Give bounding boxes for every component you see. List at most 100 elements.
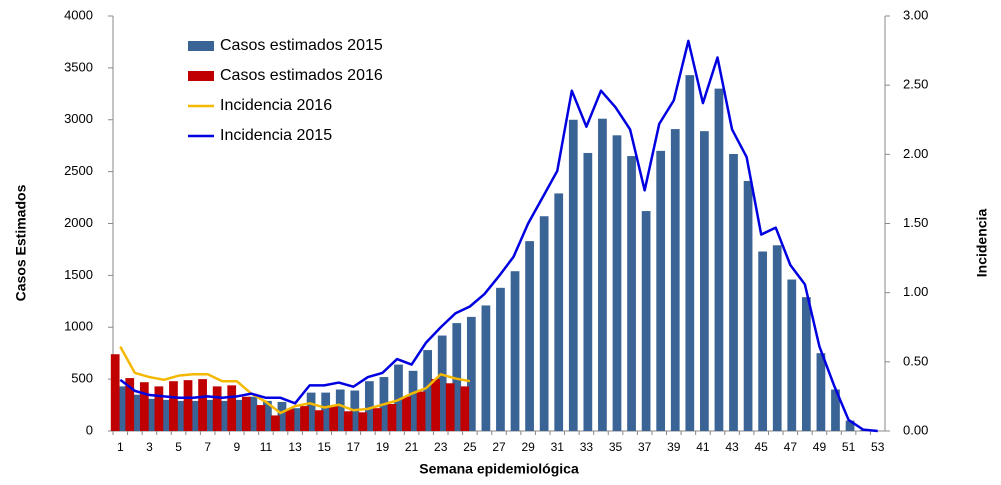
x-tick-label: 5 <box>175 440 182 454</box>
bar <box>627 156 636 431</box>
y-axis-title: Casos Estimados <box>13 184 29 301</box>
bar <box>175 400 185 431</box>
bar <box>139 382 149 431</box>
y-tick-label: 1000 <box>64 319 93 334</box>
bar <box>554 193 564 431</box>
y-tick-label: 2500 <box>64 163 93 178</box>
bar <box>233 399 243 431</box>
bar <box>758 251 768 431</box>
bar <box>772 245 782 431</box>
x-tick-label: 17 <box>347 440 361 454</box>
x-tick-label: 41 <box>696 440 710 454</box>
bar <box>787 279 797 431</box>
bar <box>292 408 301 431</box>
x-tick-label: 39 <box>667 440 681 454</box>
bar <box>300 406 309 431</box>
bar <box>685 75 695 431</box>
bar <box>183 380 193 431</box>
x-tick-label: 47 <box>784 440 798 454</box>
y-tick-label: 3500 <box>64 59 93 74</box>
bar <box>285 409 295 431</box>
bar <box>146 398 156 431</box>
y2-tick-label: 2.00 <box>903 146 928 161</box>
x-tick-label: 11 <box>260 440 273 454</box>
bar <box>277 401 287 431</box>
bar <box>125 378 135 431</box>
x-tick-label: 27 <box>492 440 506 454</box>
bar <box>204 399 214 431</box>
x-tick-label: 51 <box>842 440 856 454</box>
bar <box>248 396 258 431</box>
bar <box>423 350 432 431</box>
bar <box>460 386 470 431</box>
x-tick-label: 3 <box>146 440 153 454</box>
y-tick-label: 3000 <box>64 111 93 126</box>
bar <box>387 404 397 431</box>
bar <box>321 392 331 431</box>
bar <box>364 381 374 431</box>
bar <box>161 399 170 431</box>
y2-tick-label: 0.00 <box>903 422 928 437</box>
bar <box>394 364 403 431</box>
bar <box>263 400 272 431</box>
x-tick-label: 21 <box>405 440 419 454</box>
bar <box>496 287 505 431</box>
y-tick-label: 500 <box>71 371 93 386</box>
bar <box>431 379 441 431</box>
bar <box>198 379 207 431</box>
y-tick-label: 0 <box>86 422 93 437</box>
bar <box>110 354 120 431</box>
legend-label: Casos estimados 2015 <box>220 37 383 54</box>
legend-label: Casos estimados 2016 <box>220 67 383 84</box>
x-tick-label: 19 <box>376 440 390 454</box>
x-tick-label: 35 <box>609 440 623 454</box>
legend-label: Incidencia 2015 <box>220 127 332 144</box>
bar <box>525 241 534 431</box>
y2-tick-label: 1.00 <box>903 284 928 299</box>
bar <box>641 211 651 431</box>
bar <box>314 410 324 431</box>
bar <box>700 131 709 431</box>
bar <box>801 297 811 431</box>
bar <box>656 150 666 431</box>
bar <box>598 118 607 432</box>
x-tick-label: 29 <box>521 440 535 454</box>
bar <box>169 381 178 431</box>
bar <box>329 406 339 431</box>
bar <box>670 129 680 431</box>
bar <box>510 271 520 431</box>
bar <box>190 400 199 431</box>
line <box>119 39 878 433</box>
x-tick-label: 9 <box>233 440 240 454</box>
x-tick-label: 45 <box>755 440 769 454</box>
x-tick-label: 33 <box>580 440 594 454</box>
x-tick-label: 49 <box>813 440 827 454</box>
x-tick-label: 13 <box>288 440 302 454</box>
bar <box>729 153 738 432</box>
y2-axis-title: Incidencia <box>974 209 990 278</box>
bar <box>373 408 382 431</box>
bar <box>845 420 855 431</box>
bar <box>539 216 549 431</box>
x-tick-label: 37 <box>638 440 652 454</box>
bar <box>743 180 753 431</box>
bar <box>481 305 491 431</box>
bar <box>466 316 476 431</box>
bar <box>714 88 724 431</box>
legend-swatch <box>188 71 214 81</box>
bar <box>445 383 455 431</box>
bar <box>335 389 345 431</box>
x-axis-title: Semana epidemiológica <box>419 461 579 477</box>
bar <box>306 392 316 431</box>
bar <box>816 353 826 431</box>
y2-tick-label: 3.00 <box>903 7 928 22</box>
y2-tick-label: 2.50 <box>903 77 928 92</box>
x-tick-label: 7 <box>204 440 211 454</box>
bar <box>271 415 280 431</box>
legend-swatch <box>188 41 214 51</box>
legend-label: Incidencia 2016 <box>220 97 332 114</box>
bar <box>831 389 840 431</box>
bar <box>583 152 593 431</box>
bar <box>568 119 578 431</box>
